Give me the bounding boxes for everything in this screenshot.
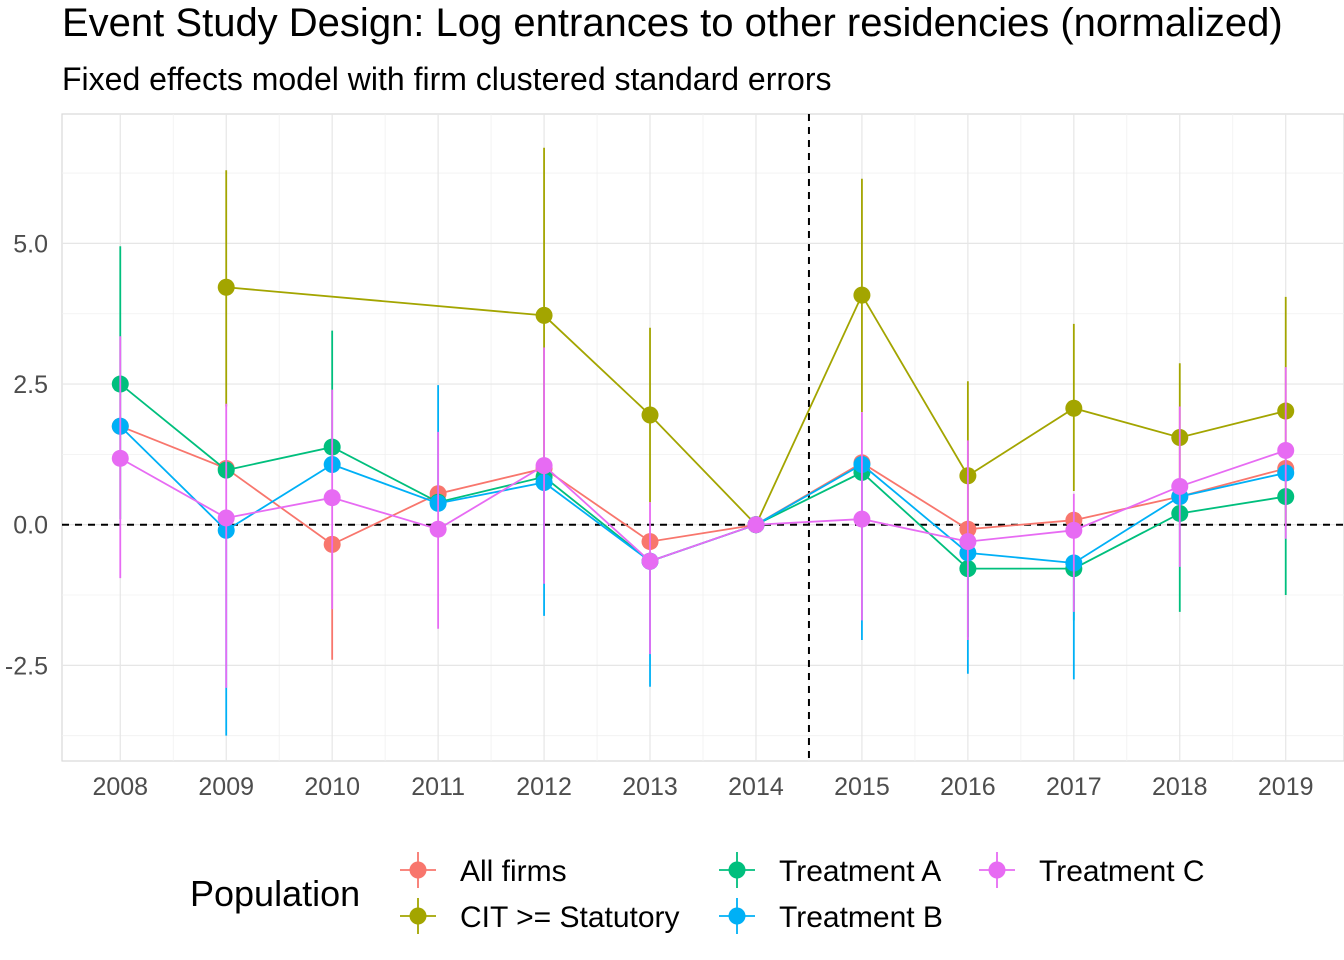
series-layer: [111, 147, 1295, 736]
x-axis-ticks: 2008 2009 2010 2011 2012 2013 2014 2015 2016 2017…: [92, 773, 1313, 801]
data-point: [1277, 441, 1295, 459]
legend-key-point: [988, 861, 1006, 879]
legend-key-point: [728, 907, 746, 925]
chart-title: Event Study Design: Log entrances to oth…: [62, 1, 1283, 45]
y-axis-ticks: -2.5 0.0 2.5 5.0: [5, 230, 48, 680]
legend-key-point: [728, 861, 746, 879]
x-tick-label: 2018: [1152, 773, 1208, 801]
data-point: [217, 278, 235, 296]
data-point: [535, 306, 553, 324]
x-tick-label: 2008: [92, 773, 148, 801]
legend-label: Treatment A: [779, 855, 941, 888]
y-tick-label: 0.0: [13, 512, 48, 540]
legend-label: CIT >= Statutory: [460, 901, 680, 934]
x-tick-label: 2011: [411, 773, 465, 801]
data-point: [747, 516, 765, 534]
series-line: [119, 425, 1286, 546]
chart-subtitle: Fixed effects model with firm clustered …: [62, 61, 831, 97]
x-tick-label: 2009: [198, 773, 254, 801]
series-treatment-c: [111, 336, 1295, 688]
reference-lines: [62, 114, 1344, 761]
y-tick-label: 2.5: [13, 371, 48, 399]
x-tick-label: 2017: [1046, 773, 1102, 801]
legend: Population All firms CIT >= Statutory Trea…: [190, 852, 1205, 934]
data-point: [1065, 399, 1083, 417]
legend-item: All firms: [400, 852, 567, 888]
data-point: [1065, 521, 1083, 539]
legend-title: Population: [190, 873, 360, 914]
series-line: [119, 449, 1287, 563]
legend-item: Treatment C: [979, 852, 1205, 888]
legend-item: Treatment B: [719, 898, 943, 934]
legend-key-point: [409, 861, 427, 879]
x-tick-label: 2015: [834, 773, 890, 801]
data-point: [853, 510, 871, 528]
legend-item: CIT >= Statutory: [400, 898, 680, 934]
data-point: [959, 533, 977, 551]
legend-item: Treatment A: [719, 852, 941, 888]
y-tick-label: 5.0: [13, 230, 48, 258]
x-tick-label: 2014: [728, 773, 784, 801]
legend-key-point: [409, 907, 427, 925]
x-tick-label: 2019: [1258, 773, 1314, 801]
x-tick-label: 2012: [516, 773, 572, 801]
x-tick-label: 2010: [304, 773, 360, 801]
data-point: [111, 449, 129, 467]
x-tick-label: 2016: [940, 773, 996, 801]
legend-label: Treatment B: [779, 901, 943, 934]
data-point: [641, 552, 659, 570]
data-point: [1171, 477, 1189, 495]
data-point: [853, 286, 871, 304]
minor-gridlines: [62, 114, 1344, 761]
legend-label: Treatment C: [1039, 855, 1205, 888]
legend-label: All firms: [460, 855, 567, 888]
x-tick-label: 2013: [622, 773, 678, 801]
data-point: [323, 489, 341, 507]
data-point: [429, 520, 447, 538]
data-point: [641, 406, 659, 424]
y-tick-label: -2.5: [5, 652, 48, 680]
data-point: [535, 457, 553, 475]
data-point: [217, 509, 235, 527]
